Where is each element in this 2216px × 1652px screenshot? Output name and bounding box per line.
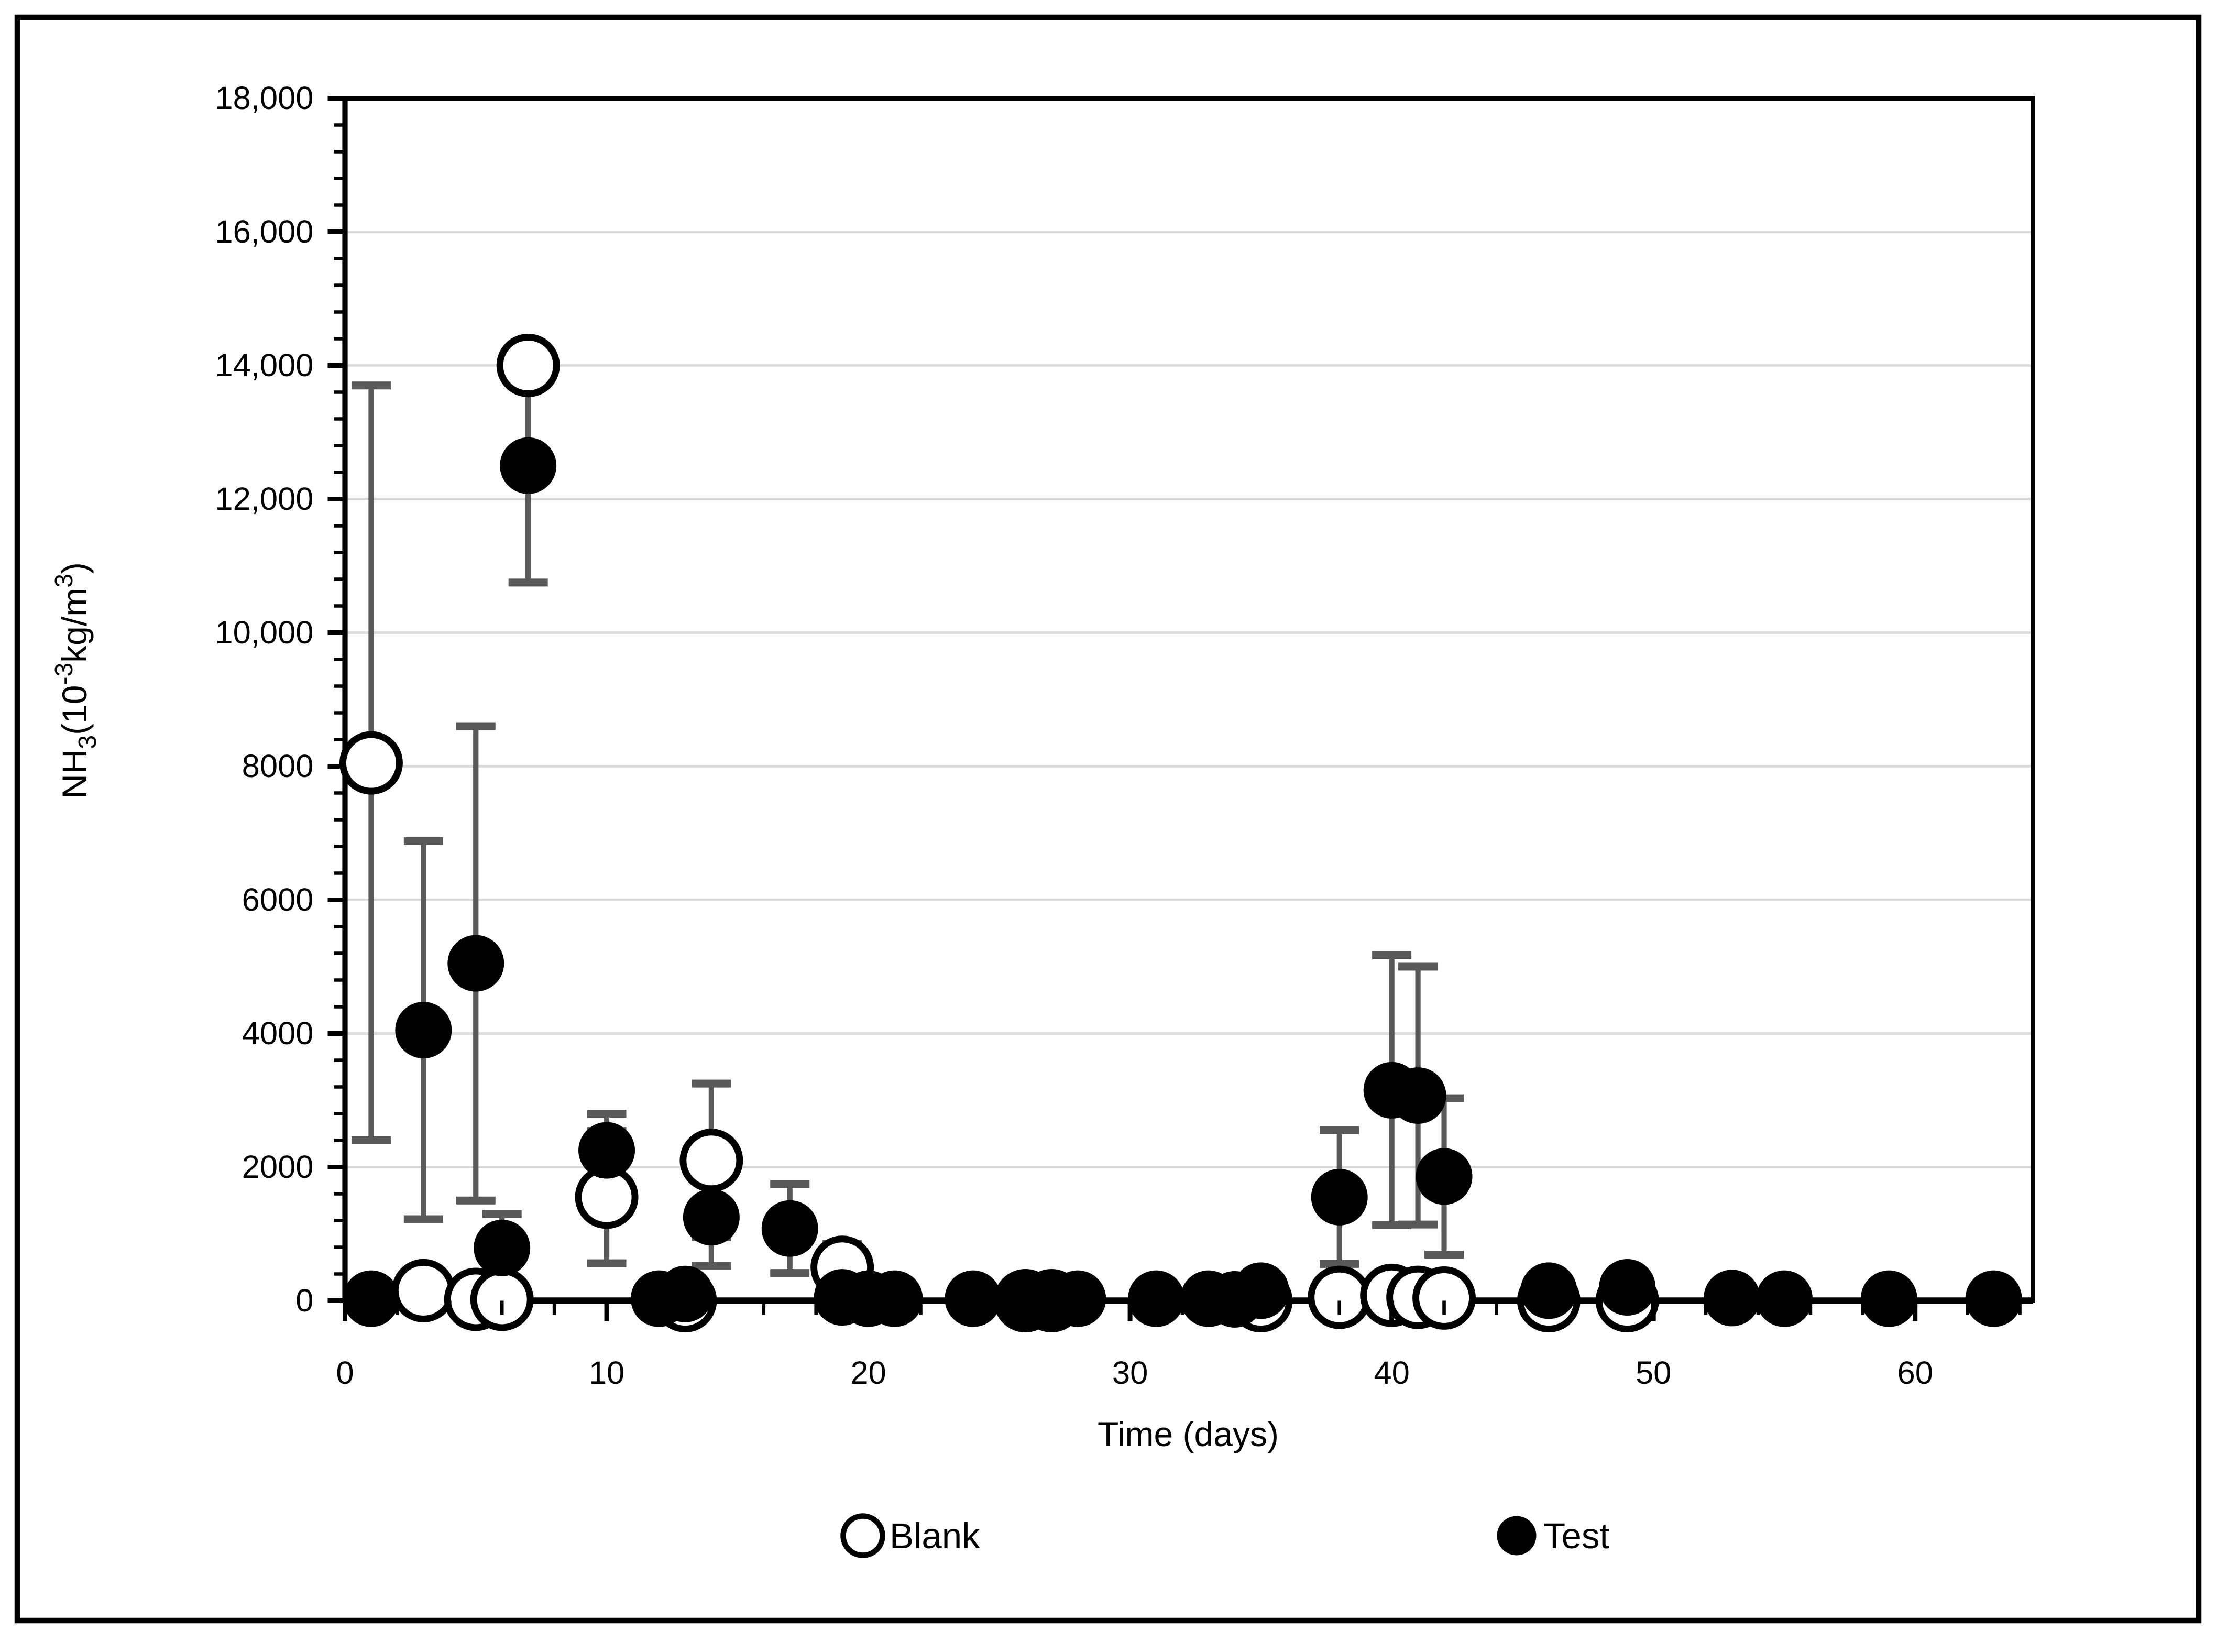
legend-test-label: Test (1543, 1516, 1610, 1556)
blank-data-point (391, 1259, 455, 1322)
blank-data-point (679, 1129, 743, 1192)
blank-data-point (496, 334, 560, 397)
gridlines (345, 231, 2033, 1168)
y-axis-title-part: NH (55, 749, 94, 799)
y-tick-label: 16,000 (215, 214, 313, 250)
legend: Blank Test (840, 1513, 1610, 1558)
y-axis-title-part: -3 (50, 663, 78, 685)
axis-ticks (327, 96, 2022, 1321)
legend-test-marker-icon (1497, 1516, 1537, 1556)
test-data-point (474, 1219, 531, 1276)
y-tick-label: 4000 (242, 1015, 314, 1052)
legend-blank-label: Blank (890, 1516, 980, 1556)
y-tick-label: 18,000 (215, 80, 313, 116)
test-data-point (1232, 1262, 1289, 1319)
legend-blank-marker-icon (840, 1513, 885, 1558)
test-data-point (1311, 1168, 1368, 1226)
test-data-point (1756, 1270, 1813, 1327)
x-tick-label: 60 (1897, 1355, 1933, 1391)
test-data-point (945, 1270, 1002, 1327)
y-tick-label: 0 (295, 1283, 313, 1319)
y-axis-title-part: ) (55, 562, 94, 574)
test-data-point (1049, 1270, 1106, 1327)
blank-data-point (339, 731, 403, 795)
figure-border (14, 14, 2202, 1624)
blank-data-point (1412, 1266, 1476, 1330)
test-data-point (1860, 1270, 1917, 1327)
y-axis-title-part: (10 (55, 685, 94, 735)
data-markers (339, 334, 2022, 1332)
test-data-point (578, 1122, 635, 1179)
y-axis-title: NH3(10-3kg/m3) (50, 562, 102, 799)
test-data-point (447, 935, 504, 992)
y-tick-label: 6000 (242, 882, 314, 918)
x-tick-label: 0 (336, 1355, 354, 1391)
y-tick-label: 12,000 (215, 481, 313, 517)
x-tick-label: 40 (1374, 1355, 1409, 1391)
axis-tick-labels: 0 2000 4000 6000 8000 10,000 12,000 14,000 16,00… (215, 80, 1933, 1391)
y-axis-title-part: 3 (50, 574, 78, 588)
x-tick-label: 10 (589, 1355, 624, 1391)
blank-data-point (1308, 1265, 1372, 1329)
test-data-point (761, 1200, 818, 1257)
y-tick-label: 14,000 (215, 347, 313, 384)
x-tick-label: 20 (850, 1355, 886, 1391)
x-tick-label: 30 (1112, 1355, 1148, 1391)
test-data-point (1128, 1270, 1185, 1327)
y-axis-title-part: 3 (74, 735, 102, 749)
y-tick-label: 10,000 (215, 615, 313, 651)
test-data-point (1599, 1259, 1656, 1316)
y-tick-label: 2000 (242, 1149, 314, 1185)
test-data-point (1704, 1270, 1761, 1327)
test-data-point (1520, 1262, 1577, 1319)
test-data-point (1389, 1067, 1446, 1124)
test-data-point (343, 1270, 400, 1327)
x-tick-label: 50 (1636, 1355, 1671, 1391)
test-data-point (683, 1189, 740, 1246)
test-data-point (866, 1270, 923, 1327)
x-axis-title: Time (days) (1098, 1415, 1279, 1453)
test-data-point (656, 1265, 714, 1322)
test-data-point (395, 1002, 452, 1059)
test-data-point (1416, 1148, 1473, 1205)
y-axis-title-part: kg/m (55, 588, 94, 663)
test-data-point (1965, 1270, 2022, 1327)
blank-data-point (470, 1267, 534, 1331)
y-tick-label: 8000 (242, 748, 314, 784)
test-data-point (500, 437, 557, 494)
